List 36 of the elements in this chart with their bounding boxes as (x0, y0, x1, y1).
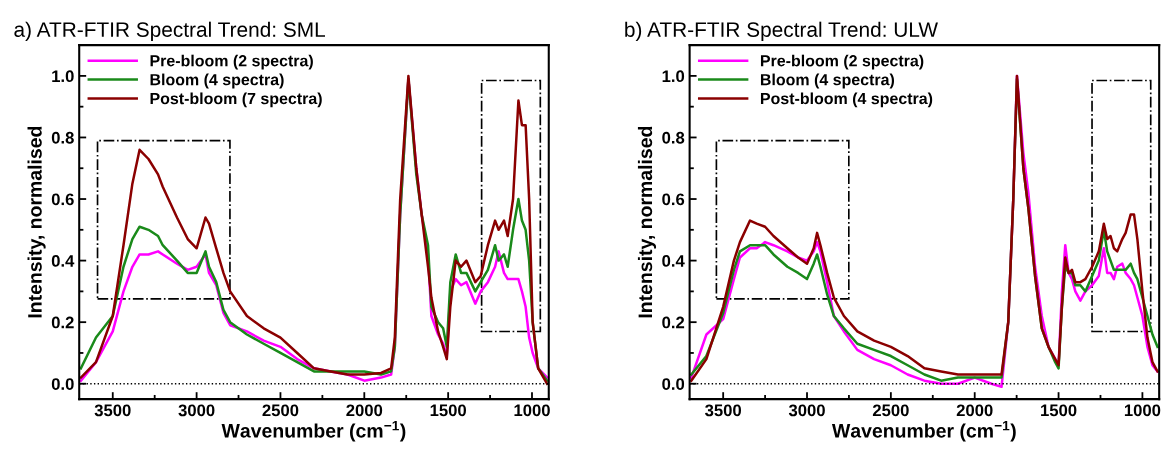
legend-label: Bloom (4 spectra) (760, 73, 895, 89)
chart-title: b) ATR-FTIR Spectral Trend: ULW (625, 21, 938, 42)
legend-label: Post-bloom (4 spectra) (760, 92, 933, 108)
y-tick-label: 0.8 (662, 131, 685, 144)
x-tick-label: 3500 (94, 404, 131, 417)
y-tick-label: 1.0 (662, 70, 685, 83)
legend-label: Bloom (4 spectra) (150, 73, 284, 89)
x-tick-label: 1000 (1124, 404, 1161, 417)
y-tick-label: 0.4 (51, 255, 75, 267)
x-tick-label: 1500 (1041, 404, 1077, 417)
x-tick-label: 2000 (956, 404, 993, 417)
y-tick-label: 0.2 (51, 316, 74, 329)
x-tick-label: 3500 (705, 404, 742, 417)
x-axis-title: Wavenumber (cm$^{−1}$) (221, 420, 406, 442)
x-tick-label: 3000 (178, 404, 215, 417)
x-tick-label: 1500 (430, 404, 467, 417)
y-axis-title: Intensity, normalised (637, 126, 657, 318)
y-tick-label: 0.8 (51, 131, 74, 144)
x-tick-label: 1000 (514, 404, 550, 417)
y-tick-label: 0.6 (51, 193, 74, 206)
legend-label: Post-bloom (7 spectra) (150, 92, 322, 108)
y-tick-label: 0.6 (662, 193, 685, 206)
chart-title: a) ATR-FTIR Spectral Trend: SML (14, 21, 325, 42)
x-axis-title: Wavenumber (cm$^{−1}$) (831, 420, 1016, 442)
legend-label: Pre-bloom (2 spectra) (150, 54, 313, 70)
y-axis-title: Intensity, normalised (27, 126, 46, 318)
y-tick-label: 0.0 (51, 378, 74, 390)
x-tick-label: 3000 (788, 404, 825, 417)
x-tick-label: 2000 (346, 404, 383, 417)
y-tick-label: 0.2 (662, 316, 685, 329)
y-tick-label: 0.4 (662, 255, 685, 267)
x-tick-label: 2500 (872, 404, 909, 417)
y-tick-label: 1.0 (52, 70, 74, 83)
legend-label: Pre-bloom (2 spectra) (760, 54, 924, 70)
x-tick-label: 2500 (262, 404, 299, 417)
y-tick-label: 0.0 (662, 378, 685, 390)
